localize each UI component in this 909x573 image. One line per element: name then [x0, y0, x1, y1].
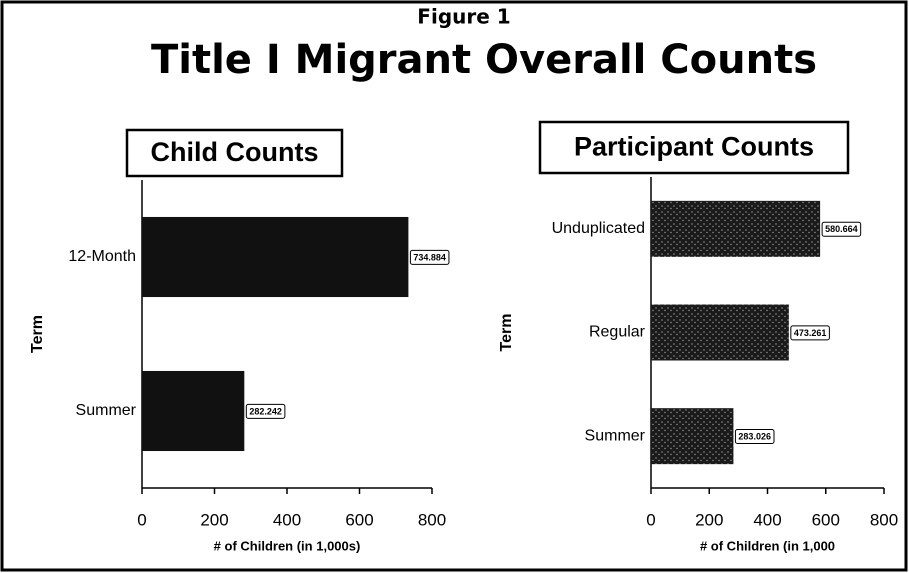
- x-tick-label: 800: [418, 510, 446, 529]
- bar: [651, 304, 789, 361]
- value-label-box: [409, 249, 450, 265]
- chart-title-box: [538, 120, 850, 175]
- bar: [651, 408, 734, 465]
- y-tick-label: 12-Month: [68, 248, 136, 265]
- x-axis-label: # of Children (in 1,000s): [214, 538, 361, 553]
- y-axis-label: Term: [29, 315, 46, 353]
- value-label: 283.026: [738, 432, 771, 442]
- value-label-box: [245, 403, 286, 419]
- x-tick-label: 600: [345, 510, 373, 529]
- value-label: 473.261: [794, 328, 827, 338]
- y-tick-label: Summer: [76, 402, 137, 419]
- value-label-box: [734, 429, 775, 445]
- value-label: 734.884: [413, 252, 446, 262]
- y-tick-label: Unduplicated: [552, 220, 645, 237]
- value-label: 282.242: [249, 406, 282, 416]
- y-tick-label: Regular: [589, 324, 646, 341]
- x-axis-label: # of Children (in 1,000: [700, 538, 835, 553]
- x-tick-label: 400: [273, 510, 301, 529]
- x-tick-label: 200: [200, 510, 228, 529]
- x-tick-label: 800: [870, 510, 898, 529]
- bar: [142, 370, 245, 452]
- x-tick-label: 400: [753, 510, 781, 529]
- figure-label: Figure 1: [417, 5, 510, 29]
- chart-title: Child Counts: [151, 137, 319, 167]
- y-axis-label: Term: [498, 314, 515, 352]
- value-label-box: [790, 325, 830, 341]
- bar: [651, 200, 821, 257]
- chart-title: Participant Counts: [574, 132, 814, 162]
- x-tick-label: 0: [646, 510, 655, 529]
- chart-title-box: [125, 128, 344, 178]
- y-tick-label: Summer: [585, 427, 646, 444]
- x-tick-label: 0: [137, 510, 146, 529]
- x-tick-label: 600: [812, 510, 840, 529]
- value-label-box: [821, 221, 862, 237]
- value-label: 580.664: [825, 224, 858, 234]
- page-title: Title I Migrant Overall Counts: [151, 37, 817, 83]
- bar: [142, 216, 409, 298]
- x-tick-label: 200: [695, 510, 723, 529]
